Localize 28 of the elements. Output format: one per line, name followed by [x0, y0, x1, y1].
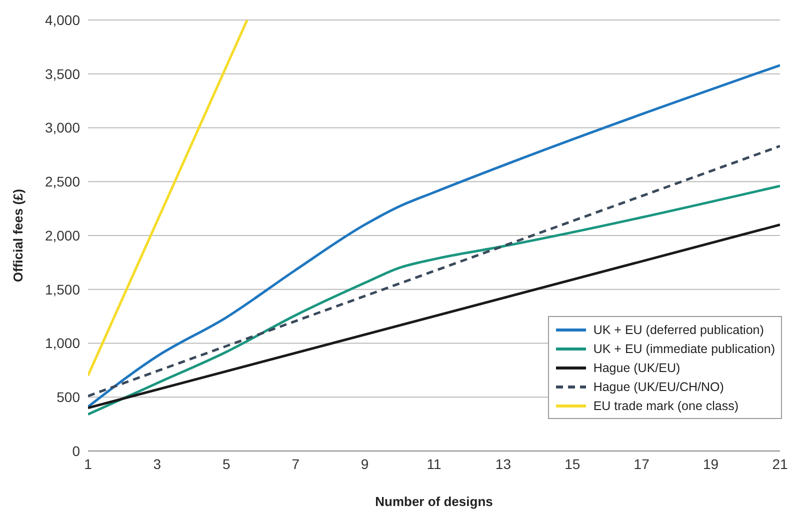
y-tick-label: 2,500 [44, 174, 80, 190]
legend-label: Hague (UK/EU/CH/NO) [593, 380, 724, 394]
x-tick-label: 9 [360, 456, 369, 472]
y-tick-label: 1,000 [44, 335, 80, 352]
y-tick-label: 0 [72, 442, 80, 459]
x-tick-label: 1 [84, 456, 92, 472]
legend-label: Hague (UK/EU) [593, 360, 680, 374]
legend-label: UK + EU (immediate publication) [593, 342, 775, 356]
y-tick-label: 4,000 [44, 12, 80, 28]
x-tick-label: 15 [564, 456, 580, 472]
x-tick-label: 21 [772, 456, 788, 472]
x-tick-label: 13 [495, 456, 512, 472]
x-tick-label: 5 [222, 456, 230, 472]
x-tick-label: 3 [153, 456, 162, 472]
line-series [88, 184, 780, 416]
x-axis-title: Number of designs [375, 494, 493, 510]
y-tick-label: 3,000 [44, 120, 80, 136]
y-tick-label: 2,000 [44, 227, 80, 244]
x-tick-label: 17 [634, 456, 650, 472]
legend-label: EU trade mark (one class) [593, 398, 739, 412]
legend-label: UK + EU (deferred publication) [593, 322, 764, 336]
x-tick-label: 11 [426, 456, 442, 472]
y-axis-title: Official fees (£) [10, 188, 26, 282]
y-tick-label: 1,500 [44, 281, 80, 298]
x-tick-label: 7 [292, 456, 300, 472]
y-tick-label: 500 [56, 389, 80, 406]
y-tick-label: 3,500 [44, 66, 80, 82]
x-tick-label: 19 [703, 456, 719, 472]
